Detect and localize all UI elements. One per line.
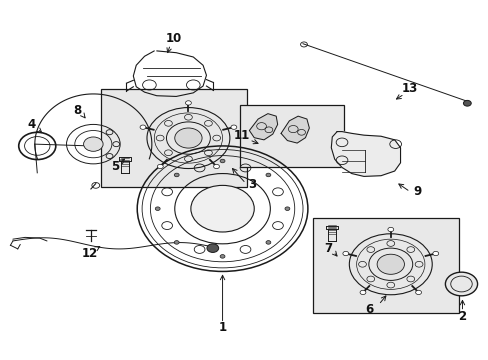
Circle shape (265, 173, 270, 177)
Polygon shape (249, 114, 277, 140)
Text: 7: 7 (324, 242, 332, 255)
Circle shape (445, 272, 477, 296)
Text: 3: 3 (247, 178, 255, 191)
Circle shape (213, 164, 219, 168)
Text: 8: 8 (73, 104, 81, 117)
Circle shape (376, 254, 404, 274)
Circle shape (220, 255, 224, 258)
Circle shape (230, 125, 236, 129)
Text: 2: 2 (457, 310, 466, 323)
Circle shape (174, 173, 179, 177)
Circle shape (185, 101, 191, 105)
Circle shape (463, 100, 470, 106)
Text: 6: 6 (365, 303, 373, 316)
Circle shape (83, 137, 103, 151)
Text: 12: 12 (81, 247, 98, 260)
Circle shape (190, 185, 254, 232)
Circle shape (285, 207, 289, 211)
Circle shape (387, 227, 393, 231)
Text: 5: 5 (111, 160, 119, 173)
Text: 9: 9 (413, 185, 421, 198)
Circle shape (342, 251, 348, 256)
Text: 10: 10 (165, 32, 182, 45)
Circle shape (140, 125, 145, 129)
Circle shape (155, 207, 160, 211)
Text: 4: 4 (27, 118, 36, 131)
Text: 13: 13 (401, 82, 418, 95)
Text: 1: 1 (218, 320, 226, 333)
Text: 11: 11 (233, 129, 250, 142)
Circle shape (265, 240, 270, 244)
Bar (239, 105, 344, 167)
Circle shape (174, 128, 202, 148)
Circle shape (432, 251, 438, 256)
Circle shape (415, 290, 421, 294)
Bar (312, 218, 458, 313)
Circle shape (359, 290, 365, 294)
Circle shape (174, 240, 179, 244)
Bar (101, 89, 246, 187)
Circle shape (220, 159, 224, 163)
Polygon shape (281, 116, 309, 143)
Circle shape (206, 244, 218, 252)
Circle shape (157, 164, 163, 168)
Polygon shape (330, 132, 400, 176)
